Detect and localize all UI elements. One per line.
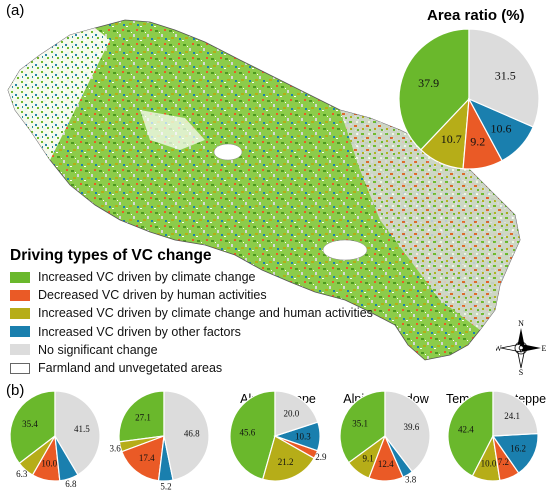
pie-value-label: 41.5: [74, 424, 90, 434]
compass-w: W: [496, 344, 502, 353]
pie-value-label: 9.1: [362, 453, 373, 463]
pie-value-label: 45.6: [239, 427, 255, 437]
pie-slice: [274, 435, 319, 459]
legend-item: Increased VC driven by other factors: [10, 323, 373, 341]
pie-slice: [118, 435, 165, 453]
pie-value-label: 24.1: [504, 411, 520, 421]
pie-value-label: 10.7: [441, 132, 462, 146]
panel-a-label: (a): [6, 2, 25, 19]
pie-value-label: 31.5: [495, 68, 516, 82]
pie-value-label: 16.2: [510, 443, 526, 453]
pie-value-label: 35.4: [22, 419, 38, 429]
pie-slice: [157, 435, 174, 482]
legend-item: Decreased VC driven by human activities: [10, 286, 373, 304]
pie-slice: [492, 435, 520, 482]
legend-label: Increased VC driven by other factors: [38, 324, 241, 339]
pie-value-label: 10.6: [490, 122, 511, 136]
legend-swatch: [10, 271, 30, 283]
pie-title-shrub: Shrub: [149, 392, 183, 406]
pie-slice: [121, 435, 165, 482]
pie-slice: [384, 435, 414, 478]
legend-label: Increased VC driven by climate change an…: [38, 306, 373, 321]
pie-value-label: 46.8: [184, 428, 200, 438]
lake-east: [322, 239, 368, 261]
legend-item: Farmland and unvegetated areas: [10, 359, 373, 377]
legend-swatch: [10, 344, 30, 356]
legend-item: Increased VC driven by climate change an…: [10, 304, 373, 322]
compass-n: N: [518, 319, 524, 328]
compass-s: S: [519, 368, 523, 376]
pie-value-label: 27.1: [135, 413, 151, 423]
pie-title-temperate-steppe: Temperate steppe: [445, 392, 547, 406]
pie-value-label: 6.8: [65, 479, 77, 489]
pie-value-label: 35.1: [352, 419, 368, 429]
pie-value-label: 10.0: [481, 459, 497, 469]
pie-slice: [261, 435, 315, 482]
pie-slice: [398, 28, 470, 151]
pie-slice: [347, 434, 387, 479]
pie-value-label: 20.0: [284, 409, 300, 419]
pie-value-label: 39.6: [404, 422, 420, 432]
pie-value-label: 12.4: [378, 459, 394, 469]
compass-e: E: [542, 344, 546, 353]
pie-title-forest: Forest: [38, 392, 74, 406]
pie-value-label: 5.2: [160, 482, 171, 492]
legend-item: Increased VC driven by climate change: [10, 268, 373, 286]
legend-item: No significant change: [10, 341, 373, 359]
legend-title: Driving types of VC change: [10, 247, 212, 264]
legend-swatch: [10, 289, 30, 301]
pie-slice: [368, 434, 404, 482]
pie-value-label: 10.3: [295, 431, 311, 441]
pie-value-label: 7.2: [498, 457, 509, 467]
pie-value-label: 37.9: [418, 76, 439, 90]
eastern-grey-area: [340, 110, 520, 330]
pie-value-label: 10.0: [41, 458, 57, 468]
legend-label: Decreased VC driven by human activities: [38, 288, 267, 303]
map-region: [7, 19, 521, 361]
legend-swatch: [10, 307, 30, 319]
pie-slice: [54, 435, 79, 482]
pie-slice: [18, 435, 56, 476]
pie-slice: [273, 421, 321, 452]
pie-value-label: 3.6: [109, 443, 121, 453]
pie-slice: [468, 28, 540, 128]
pie-value-label: 42.4: [458, 425, 474, 435]
compass-icon: N S W E: [496, 319, 546, 376]
pie-value-label: 6.3: [16, 469, 28, 479]
pie-slice: [471, 434, 501, 482]
pie-value-label: 17.4: [139, 453, 155, 463]
pie-title-alpine-steppe: Alpine steppe: [240, 392, 316, 406]
pie-title-alpine-meadow: Alpine meadow: [343, 392, 429, 406]
pie-value-label: 9.2: [470, 135, 485, 149]
pie-value-label: 21.2: [278, 457, 294, 467]
pie-slice: [31, 434, 61, 482]
area-ratio-pie: 37.9 10.7 9.2 10.6 31.5: [398, 28, 540, 170]
pie-value-label: 3.8: [405, 475, 417, 485]
lake-central: [213, 143, 243, 161]
unvegetated-basin: [140, 110, 205, 150]
western-sparse-area: [8, 28, 110, 160]
pie-slice: [491, 432, 539, 474]
area-ratio-title: Area ratio (%): [427, 7, 525, 24]
legend-label: Farmland and unvegetated areas: [38, 361, 223, 376]
legend-swatch: [10, 362, 30, 374]
study-area-outline: [7, 19, 521, 361]
pie-value-label: 2.9: [315, 452, 327, 462]
legend-label: Increased VC driven by climate change: [38, 270, 256, 285]
legend: Driving types of VC change Increased VC …: [10, 247, 373, 377]
legend-swatch: [10, 326, 30, 338]
legend-label: No significant change: [38, 342, 158, 357]
